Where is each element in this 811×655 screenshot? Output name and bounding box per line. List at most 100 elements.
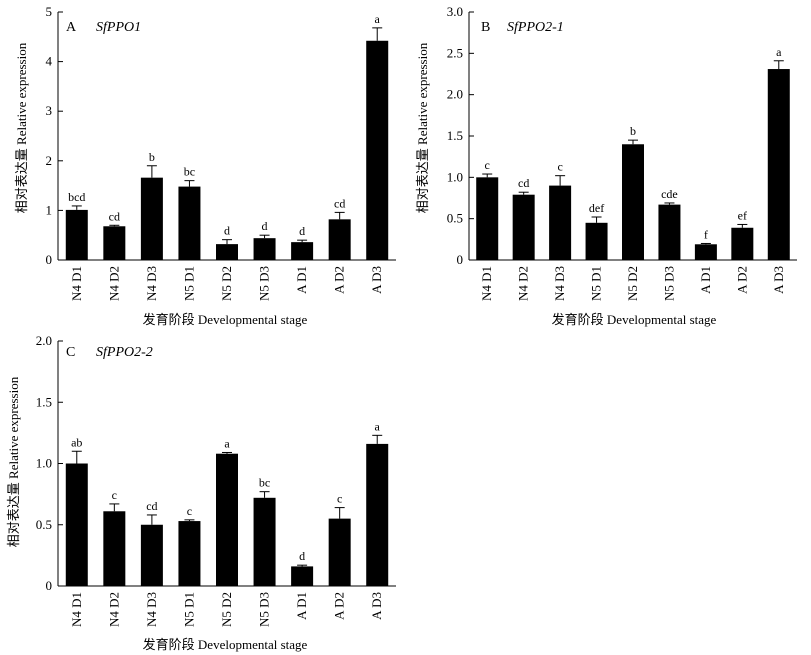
x-tick-label-c: A D2 — [332, 592, 347, 620]
x-tick-label-b: A D2 — [734, 266, 749, 294]
x-axis-label-a: 发育阶段 Developmental stage — [143, 312, 308, 327]
significance-letter-c: ab — [71, 435, 82, 449]
panel-letter-c: C — [66, 345, 75, 360]
y-tick-label-b: 0.5 — [447, 211, 463, 226]
y-tick-label-c: 1.5 — [36, 394, 52, 409]
significance-letter-a: cd — [334, 196, 345, 210]
bar-b — [476, 177, 499, 260]
bar-b — [622, 144, 644, 260]
significance-letter-b: def — [589, 201, 604, 215]
x-tick-label-c: N5 D2 — [219, 592, 234, 627]
bar-a — [291, 242, 314, 260]
x-tick-label-b: N4 D2 — [516, 266, 531, 301]
x-tick-label-b: N5 D3 — [661, 266, 676, 301]
y-tick-label-a: 0 — [46, 252, 53, 267]
significance-letter-c: bc — [259, 476, 270, 490]
y-axis-label-c: 相对表达量 Relative expression — [6, 376, 21, 547]
bar-b — [767, 69, 790, 260]
significance-letter-c: a — [375, 419, 381, 433]
gene-name-a: SfPPO1 — [96, 20, 141, 35]
x-tick-label-a: N4 D3 — [144, 266, 159, 301]
x-tick-label-b: A D1 — [698, 266, 713, 294]
panel-letter-a: A — [66, 20, 77, 35]
y-tick-label-b: 1.5 — [447, 128, 463, 143]
panel-c: C SfPPO2-2 相对表达量 Relative expression 发育阶… — [6, 333, 396, 652]
significance-letter-c: c — [187, 504, 192, 518]
x-tick-label-a: N5 D3 — [257, 266, 272, 301]
significance-letter-a: bc — [184, 165, 195, 179]
bar-c — [291, 566, 314, 586]
significance-letter-a: cd — [109, 209, 120, 223]
y-tick-label-b: 0 — [457, 252, 464, 267]
x-tick-label-a: N4 D1 — [69, 266, 84, 301]
bar-c — [366, 443, 389, 586]
panel-b: B SfPPO2-1 相对表达量 Relative expression 发育阶… — [415, 4, 797, 327]
significance-letter-a: bcd — [68, 190, 85, 204]
x-tick-label-a: N5 D1 — [181, 266, 196, 301]
significance-letter-c: c — [337, 492, 342, 506]
y-tick-label-a: 2 — [46, 153, 53, 168]
bar-b — [658, 204, 681, 260]
x-axis-label-c: 发育阶段 Developmental stage — [143, 637, 308, 652]
y-tick-label-a: 1 — [46, 202, 53, 217]
y-axis-label-b: 相对表达量 Relative expression — [415, 42, 430, 213]
bar-c — [178, 521, 201, 586]
y-tick-label-a: 3 — [46, 103, 53, 118]
y-tick-label-a: 5 — [46, 4, 53, 19]
significance-letter-b: cd — [518, 176, 529, 190]
bar-c — [103, 511, 126, 586]
y-tick-label-b: 2.5 — [447, 45, 463, 60]
x-tick-label-c: N4 D1 — [69, 592, 84, 627]
significance-letter-a: a — [375, 12, 381, 26]
gene-name-b: SfPPO2-1 — [507, 20, 564, 35]
panel-letter-b: B — [481, 20, 490, 35]
significance-letter-a: d — [299, 224, 305, 238]
bar-a — [216, 244, 238, 260]
panel-a: A SfPPO1 相对表达量 Relative expression 发育阶段 … — [14, 4, 396, 327]
y-tick-label-b: 2.0 — [447, 87, 463, 102]
bar-a — [328, 219, 351, 260]
bar-a — [103, 226, 126, 260]
significance-letter-a: b — [149, 150, 155, 164]
x-tick-label-c: N4 D3 — [144, 592, 159, 627]
significance-letter-b: c — [557, 160, 562, 174]
bar-b — [694, 244, 717, 260]
bar-c — [253, 497, 276, 586]
x-tick-label-b: N4 D1 — [479, 266, 494, 301]
y-tick-label-c: 2.0 — [36, 333, 52, 348]
gene-name-c: SfPPO2-2 — [96, 345, 153, 360]
significance-letter-c: d — [299, 549, 305, 563]
bar-c — [140, 524, 163, 586]
bar-c — [328, 518, 351, 586]
bar-b — [585, 222, 608, 260]
bar-a — [178, 186, 201, 260]
significance-letter-b: b — [630, 124, 636, 138]
bar-c — [216, 453, 238, 586]
significance-letter-c: a — [224, 436, 230, 450]
x-axis-label-b: 发育阶段 Developmental stage — [552, 312, 717, 327]
x-tick-label-c: N5 D1 — [181, 592, 196, 627]
significance-letter-c: cd — [146, 499, 157, 513]
bar-b — [549, 185, 572, 260]
x-tick-label-a: A D3 — [369, 266, 384, 294]
significance-letter-a: d — [224, 224, 230, 238]
significance-letter-a: d — [262, 219, 268, 233]
significance-letter-c: c — [112, 488, 117, 502]
y-tick-label-c: 0.5 — [36, 517, 52, 532]
significance-letter-b: c — [485, 158, 490, 172]
x-tick-label-c: N4 D2 — [106, 592, 121, 627]
significance-letter-b: cde — [661, 187, 678, 201]
x-tick-label-a: A D2 — [332, 266, 347, 294]
x-tick-label-c: A D1 — [294, 592, 309, 620]
significance-letter-b: a — [776, 45, 782, 59]
bar-a — [140, 177, 163, 260]
bar-b — [731, 227, 754, 260]
bar-a — [366, 40, 389, 260]
bar-b — [512, 194, 535, 260]
x-tick-label-c: A D3 — [369, 592, 384, 620]
significance-letter-b: f — [704, 227, 708, 241]
y-tick-label-b: 1.0 — [447, 169, 463, 184]
bar-a — [65, 209, 88, 260]
x-tick-label-a: N4 D2 — [106, 266, 121, 301]
